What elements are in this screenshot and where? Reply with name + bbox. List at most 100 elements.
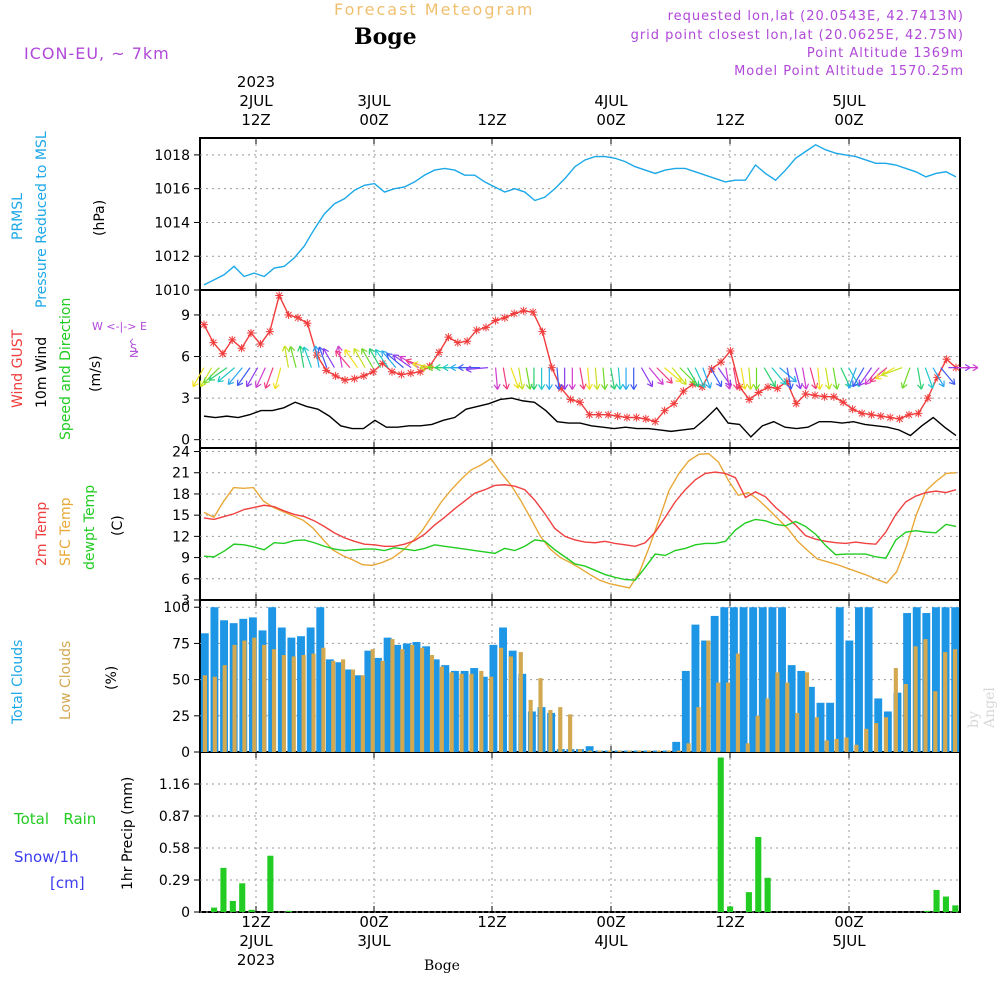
gust-line-marker (547, 363, 556, 372)
low-cloud-bar (795, 712, 800, 752)
low-cloud-bar (311, 653, 316, 752)
y-tick-label: 9 (181, 551, 190, 567)
total-cloud-bar (922, 613, 931, 752)
wind-dir-arrowhead (692, 380, 700, 388)
total-cloud-bar (778, 607, 786, 752)
top-time-label: 2023 2JUL 12Z (216, 73, 296, 130)
panel-frame (199, 599, 961, 753)
wind-dir-arrowhead (938, 380, 945, 388)
low-cloud-bar (587, 750, 592, 752)
gust-line-marker (820, 392, 829, 401)
gust-line-marker (623, 413, 631, 422)
wind-dir-arrowhead (457, 364, 464, 372)
total-cloud-bar (383, 637, 392, 752)
bottom-time-label-line: 2JUL (239, 932, 273, 950)
low-cloud-bar (706, 640, 711, 752)
wind-dir-arrow (318, 346, 328, 368)
gust-line-marker (341, 376, 349, 385)
top-time-label: 12Z (690, 111, 770, 130)
y-tick-label: 0.29 (159, 873, 190, 889)
low-cloud-bar (400, 649, 405, 752)
wind-dir-arrowhead (964, 364, 971, 372)
wind-dir-arrowhead (666, 377, 673, 384)
wind-dir-arrow (353, 348, 366, 368)
gust-line-marker (218, 349, 227, 358)
gust-line-marker (510, 309, 519, 318)
low-cloud-bar (262, 644, 267, 752)
cloud-unit: (%) (104, 665, 120, 690)
sfc-label: SFC Temp (58, 497, 74, 566)
total-cloud-bar (874, 698, 883, 752)
top-time-label-line: 00Z (359, 111, 389, 129)
wind-dir-arrowhead (630, 384, 638, 390)
gust-line-marker (388, 367, 396, 376)
wind-dir-arrowhead (740, 383, 748, 390)
wind-dir-arrowhead (554, 383, 563, 390)
gust-line-marker (416, 367, 425, 376)
gust-line-marker (923, 394, 932, 403)
wind-dir-arrow (763, 367, 776, 387)
wind-dir-arrowhead (465, 365, 472, 373)
wind-dir-arrow (809, 367, 817, 390)
gust-line-marker (463, 337, 472, 346)
gust-line-marker (482, 323, 490, 332)
top-time-label-line: 12Z (477, 111, 507, 129)
low-cloud-bar (933, 691, 938, 752)
bottom-time-label-line: 00Z (359, 913, 389, 931)
wind-dir-arrowhead (732, 383, 741, 390)
gust-line-marker (529, 308, 537, 317)
wind-dir-arrow (840, 367, 851, 388)
gust-line-marker (350, 374, 359, 383)
wind-dir-arrow (594, 367, 598, 390)
top-time-label: 12Z (452, 111, 532, 130)
sfc-temp-line (203, 452, 957, 589)
wind-dir-arrow (786, 367, 792, 390)
total-cloud-bar (527, 711, 536, 752)
wind-dir-arrowhead (864, 378, 871, 386)
total-cloud-bar (739, 607, 748, 752)
wind-dir-arrowhead (538, 384, 546, 390)
bottom-time-label-line: 00Z (834, 913, 864, 931)
total-cloud-bar (325, 659, 334, 752)
gust-line-marker (519, 306, 528, 315)
wind-dir-arrow (694, 367, 705, 388)
y-tick-label: 24 (172, 445, 190, 461)
gust-line-marker (811, 391, 819, 400)
low-cloud-bar (291, 656, 296, 752)
low-cloud-bar (647, 750, 652, 752)
top-time-label-line: 12Z (241, 111, 271, 129)
top-time-label-line: 5JUL (832, 92, 866, 110)
y-tick-label: 0 (181, 433, 190, 449)
wind-dir-arrowhead (600, 383, 609, 390)
total-cloud-bar (701, 640, 710, 752)
prmsl-line (203, 143, 957, 286)
wind-dir-arrowhead (875, 373, 882, 380)
gust-line-marker (829, 392, 838, 401)
gust-line-marker (942, 355, 951, 364)
wind-dir-arrowhead (568, 384, 576, 390)
low-cloud-bar (469, 673, 474, 752)
wind-unit: (m/s) (88, 355, 104, 392)
total-cloud-bar (614, 750, 623, 752)
low-cloud-bar (281, 655, 286, 752)
rain-bar (745, 892, 752, 912)
y-tick-label: 0 (181, 745, 190, 761)
wind-dir-arrow (740, 367, 746, 390)
wind-dir-arrowhead (824, 383, 833, 390)
gust-line-marker (773, 384, 782, 393)
total-cloud-bar (460, 670, 469, 752)
wind-dir-arrow (399, 356, 420, 369)
bottom-time-label: 00Z 3JUL (334, 913, 414, 951)
wind-dir-arrowhead (281, 345, 289, 352)
total-cloud-bar (653, 750, 661, 752)
low-cloud-bar (350, 669, 356, 752)
rain-bar (727, 906, 734, 912)
wind-dir-arrowhead (881, 370, 888, 377)
bottom-time-label-line: 3JUL (357, 932, 391, 950)
wind-dir-arrow (779, 367, 797, 383)
gust-line-marker (594, 410, 603, 419)
wind-dir-arrow (671, 367, 687, 385)
total-cloud-bar (537, 707, 546, 752)
wind-dir-arrowhead (450, 364, 457, 372)
wind-dir-arrowhead (288, 345, 296, 353)
